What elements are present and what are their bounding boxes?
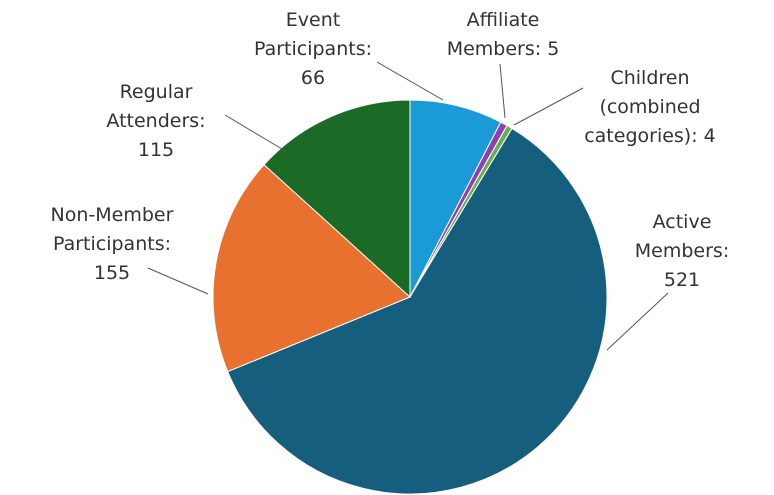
leader-line [147, 267, 209, 295]
value-label: 5 [547, 38, 560, 60]
leader-line [606, 292, 669, 351]
value-label: 4 [703, 125, 716, 147]
slice-label: Active Members: 521 [632, 208, 732, 295]
category-label: Event Participants: [253, 9, 372, 60]
category-label: Affiliate Members: [446, 9, 542, 60]
value-label: 521 [663, 269, 701, 291]
pie-slice [227, 127, 608, 495]
value-label: 115 [137, 139, 175, 161]
leader-line [224, 114, 293, 156]
pie-slice [212, 163, 411, 373]
slice-label: Children (combined categories): 4 [575, 64, 725, 151]
leader-line [376, 61, 444, 101]
slice-label: Affiliate Members: 5 [443, 6, 563, 64]
category-label: Children (combined categories): [584, 67, 701, 147]
slice-label: Non-Member Participants: 155 [42, 201, 182, 288]
category-label: Active Members: [634, 211, 730, 262]
pie-slice [263, 99, 411, 299]
pie-slice [409, 99, 502, 298]
category-label: Non-Member Participants: [50, 204, 174, 255]
leader-line [513, 87, 584, 126]
value-label: 155 [93, 262, 131, 284]
leader-line [499, 63, 506, 119]
slice-label: Regular Attenders: 115 [101, 78, 211, 165]
slice-label: Event Participants: 66 [243, 6, 383, 93]
category-label: Regular Attenders: [106, 81, 206, 132]
value-label: 66 [300, 67, 326, 89]
